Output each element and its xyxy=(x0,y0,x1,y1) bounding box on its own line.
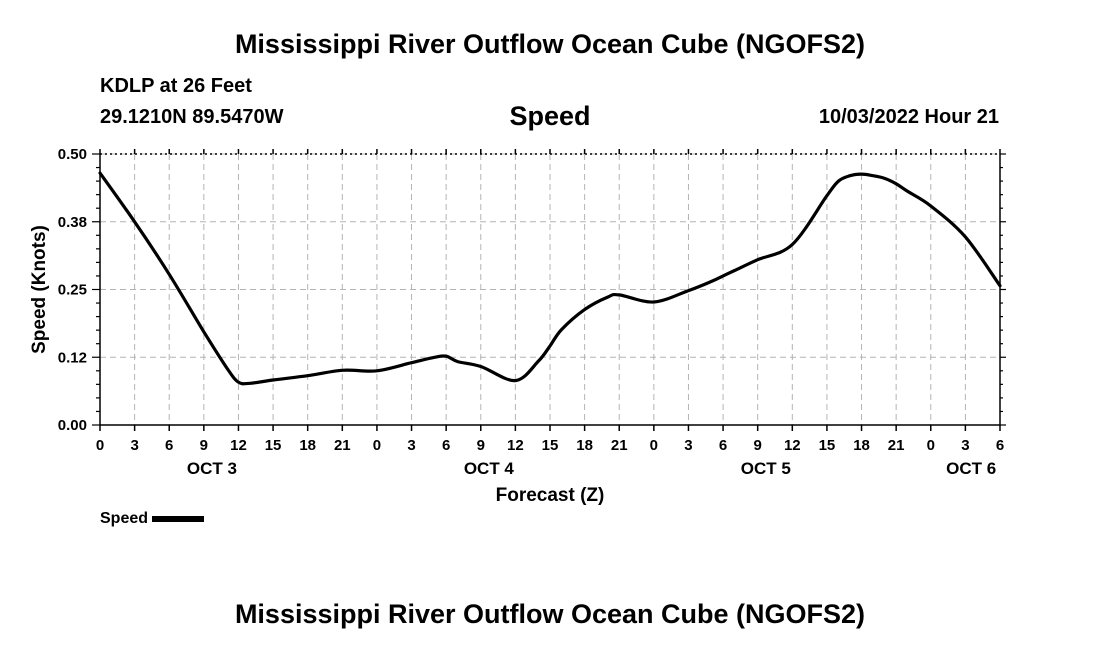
next-chart-title: Mississippi River Outflow Ocean Cube (NG… xyxy=(234,599,866,629)
panel-title: Speed xyxy=(509,101,591,131)
forecast-timestamp: 10/03/2022 Hour 21 xyxy=(818,106,999,128)
x-tick-label: 0 xyxy=(927,437,935,454)
x-tick-label: 21 xyxy=(611,437,628,454)
x-tick-label: 18 xyxy=(853,437,870,454)
x-tick-label: 12 xyxy=(230,437,247,454)
speed-series-line xyxy=(98,171,1002,386)
x-tick-label: 15 xyxy=(265,437,282,454)
x-tick-label: 9 xyxy=(754,437,762,454)
x-tick-label: 3 xyxy=(407,437,415,454)
x-tick-label: 6 xyxy=(719,437,727,454)
date-label: OCT 5 xyxy=(741,459,791,478)
x-tick-label: 18 xyxy=(299,437,316,454)
x-tick-label: 18 xyxy=(576,437,593,454)
y-tick-label: 0.12 xyxy=(58,349,87,366)
x-tick-label: 21 xyxy=(888,437,905,454)
y-tick-label: 0.25 xyxy=(58,282,87,299)
date-label: OCT 4 xyxy=(464,459,515,478)
y-tick-label: 0.00 xyxy=(58,417,87,434)
y-tick-label: 0.38 xyxy=(58,214,87,231)
x-tick-label: 3 xyxy=(130,437,138,454)
legend: Speed xyxy=(100,510,205,528)
x-tick-label: 12 xyxy=(784,437,801,454)
legend-label: Speed xyxy=(100,510,149,527)
x-tick-label: 15 xyxy=(819,437,836,454)
y-axis-title: Speed (Knots) xyxy=(29,225,50,354)
date-label: OCT 3 xyxy=(187,459,237,478)
chart-title: Mississippi River Outflow Ocean Cube (NG… xyxy=(234,29,866,59)
x-tick-label: 12 xyxy=(507,437,524,454)
x-tick-label: 9 xyxy=(200,437,208,454)
station-name: KDLP at 26 Feet xyxy=(100,75,252,97)
x-tick-label: 15 xyxy=(542,437,559,454)
x-tick-label: 9 xyxy=(477,437,485,454)
date-label: OCT 6 xyxy=(946,459,996,478)
y-tick-label: 0.50 xyxy=(58,146,87,163)
x-tick-label: 3 xyxy=(961,437,969,454)
x-tick-label: 0 xyxy=(650,437,658,454)
x-tick-label: 0 xyxy=(96,437,104,454)
x-tick-label: 6 xyxy=(165,437,173,454)
x-axis-title: Forecast (Z) xyxy=(496,485,605,506)
x-tick-label: 0 xyxy=(373,437,381,454)
x-tick-label: 6 xyxy=(442,437,450,454)
x-tick-label: 3 xyxy=(684,437,692,454)
legend-line-swatch xyxy=(152,515,205,522)
x-tick-label: 6 xyxy=(996,437,1004,454)
x-tick-label: 21 xyxy=(334,437,351,454)
station-coordinates: 29.1210N 89.5470W xyxy=(100,106,284,128)
